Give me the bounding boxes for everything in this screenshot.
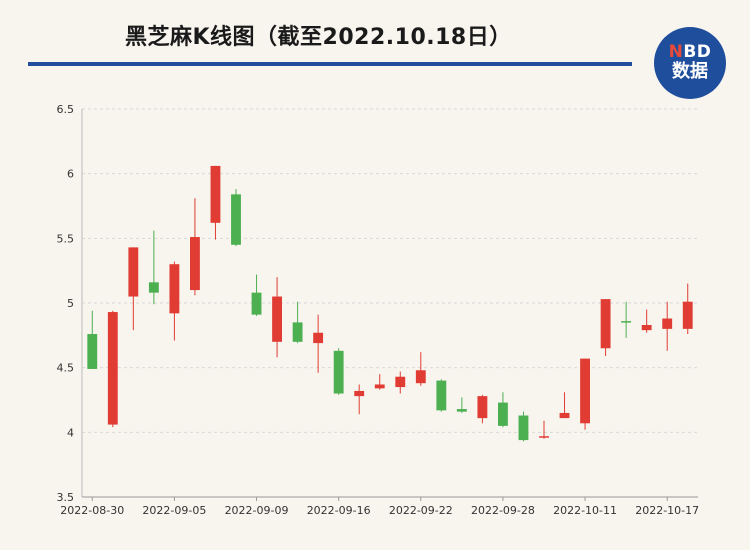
- candle-body: [272, 296, 282, 342]
- candle-body: [251, 292, 262, 315]
- x-tick-label: 2022-09-09: [225, 504, 289, 517]
- candle: [621, 301, 632, 338]
- candle: [498, 392, 508, 428]
- candle: [456, 397, 467, 413]
- candle-body: [190, 237, 200, 291]
- x-tick-label: 2022-09-05: [142, 504, 206, 517]
- candles: [87, 165, 693, 442]
- candle-body: [107, 312, 118, 425]
- candle-body: [539, 436, 549, 438]
- candle-body: [600, 299, 611, 349]
- candle: [436, 379, 447, 412]
- candle: [374, 374, 385, 390]
- candle-body: [436, 380, 447, 411]
- x-tick-label: 2022-09-22: [389, 504, 453, 517]
- y-tick-label: 5: [67, 297, 74, 310]
- candle: [518, 411, 529, 442]
- candle-body: [374, 384, 385, 389]
- candle-body: [477, 396, 488, 419]
- x-tick-label: 2022-09-28: [471, 504, 535, 517]
- y-tick-label: 3.5: [57, 491, 75, 504]
- candle-body: [128, 247, 139, 297]
- candle: [169, 261, 180, 341]
- candle: [641, 309, 652, 333]
- candle: [107, 310, 118, 428]
- candle-body: [580, 358, 590, 424]
- candle-body: [682, 301, 693, 329]
- candle: [128, 247, 139, 331]
- chart-title: 黑芝麻K线图（截至2022.10.18日）: [125, 25, 512, 50]
- x-tick-label: 2022-10-11: [553, 504, 617, 517]
- candle: [539, 420, 549, 439]
- candle-body: [292, 322, 303, 342]
- candle: [333, 348, 344, 395]
- candle: [292, 301, 303, 344]
- candle: [600, 299, 611, 357]
- x-tick-label: 2022-10-17: [635, 504, 699, 517]
- candle-body: [231, 194, 241, 245]
- y-tick-label: 4.5: [57, 362, 75, 375]
- candle: [580, 358, 590, 430]
- nbd-logo: NBD 数据: [654, 27, 726, 99]
- logo-line1: NBD: [668, 42, 712, 62]
- candle: [272, 277, 282, 358]
- candle: [190, 198, 200, 296]
- candle-body: [313, 332, 324, 344]
- candle-body: [662, 318, 673, 329]
- candle-body: [415, 370, 426, 384]
- y-tick-label: 5.5: [57, 232, 75, 245]
- candle-body: [498, 402, 508, 426]
- y-tick-label: 6: [67, 168, 74, 181]
- candle-body: [395, 376, 406, 388]
- logo-line2: 数据: [672, 61, 708, 82]
- candle: [354, 384, 365, 415]
- candle-body: [148, 282, 159, 293]
- y-tick-label: 6.5: [57, 103, 75, 116]
- candle-body: [641, 324, 652, 331]
- candle-body: [559, 412, 570, 419]
- candle-body: [210, 165, 221, 223]
- candle-body: [87, 334, 98, 369]
- candle: [231, 189, 241, 247]
- candle: [415, 352, 426, 386]
- candle: [148, 230, 159, 305]
- candle: [477, 394, 488, 424]
- x-axis: 2022-08-30 2022-09-05 2022-09-09 2022-09-16…: [60, 496, 699, 517]
- candle-body: [169, 264, 180, 314]
- candle: [559, 392, 570, 419]
- y-axis: 3.5 4 4.5 5 5.5 6 6.5: [57, 103, 83, 504]
- candle-body: [518, 415, 529, 441]
- candle-body: [621, 321, 632, 323]
- candle: [395, 371, 406, 394]
- candle-body: [354, 390, 365, 397]
- title-underline: [28, 62, 632, 66]
- candle-body: [456, 409, 467, 412]
- candle: [251, 274, 262, 316]
- x-tick-label: 2022-08-30: [60, 504, 124, 517]
- candle: [682, 283, 693, 335]
- candle: [210, 165, 221, 240]
- y-tick-label: 4: [67, 426, 74, 439]
- candle: [313, 314, 324, 373]
- candle: [87, 310, 98, 369]
- x-tick-label: 2022-09-16: [307, 504, 371, 517]
- grid-lines: [82, 108, 698, 433]
- candle-body: [333, 350, 344, 394]
- candle: [662, 301, 673, 351]
